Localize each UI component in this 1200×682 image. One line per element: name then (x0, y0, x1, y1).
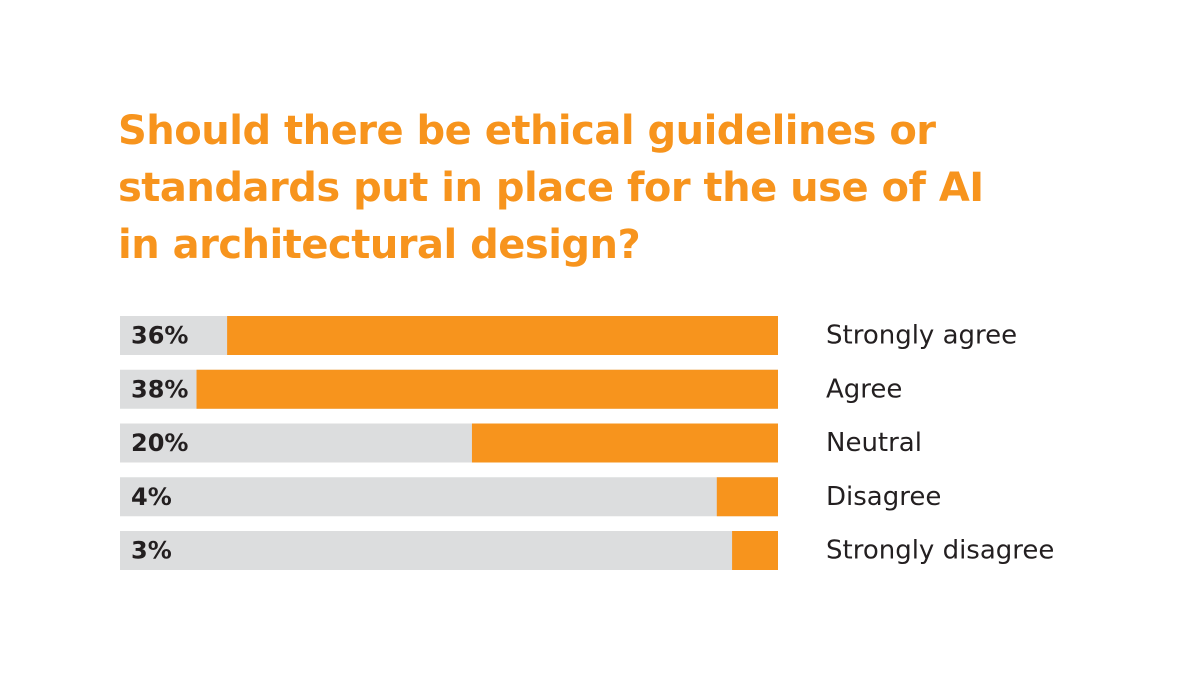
bar (196, 369, 779, 409)
bar (732, 531, 778, 570)
chart-title: Should there be ethical guidelines or st… (118, 103, 1078, 274)
bar-value-label: 38% (131, 375, 188, 403)
bar-value-label: 20% (131, 429, 188, 457)
category-label: Agree (826, 374, 902, 404)
bar-row: 38% Agree (120, 369, 902, 409)
bar-row: 20% Neutral (120, 423, 922, 463)
category-label: Disagree (826, 482, 941, 512)
category-label: Strongly agree (826, 321, 1017, 351)
bar-row: 36% Strongly agree (120, 316, 1017, 355)
bar (471, 423, 778, 463)
chart-title-line: Should there be ethical guidelines or (118, 108, 936, 154)
bar-track (120, 531, 778, 570)
chart-title-line: in architectural design? (118, 222, 641, 268)
bar-track (120, 477, 778, 517)
bar-value-label: 36% (131, 322, 188, 350)
bar-value-label: 4% (131, 483, 172, 511)
bar-value-label: 3% (131, 537, 172, 565)
category-label: Strongly disagree (826, 536, 1054, 566)
chart-title-line: standards put in place for the use of AI (118, 165, 984, 211)
bar-row: 3% Strongly disagree (120, 531, 1054, 570)
category-label: Neutral (826, 428, 922, 458)
bar-row: 4% Disagree (120, 477, 941, 517)
bar (716, 477, 778, 517)
bar (227, 316, 778, 355)
